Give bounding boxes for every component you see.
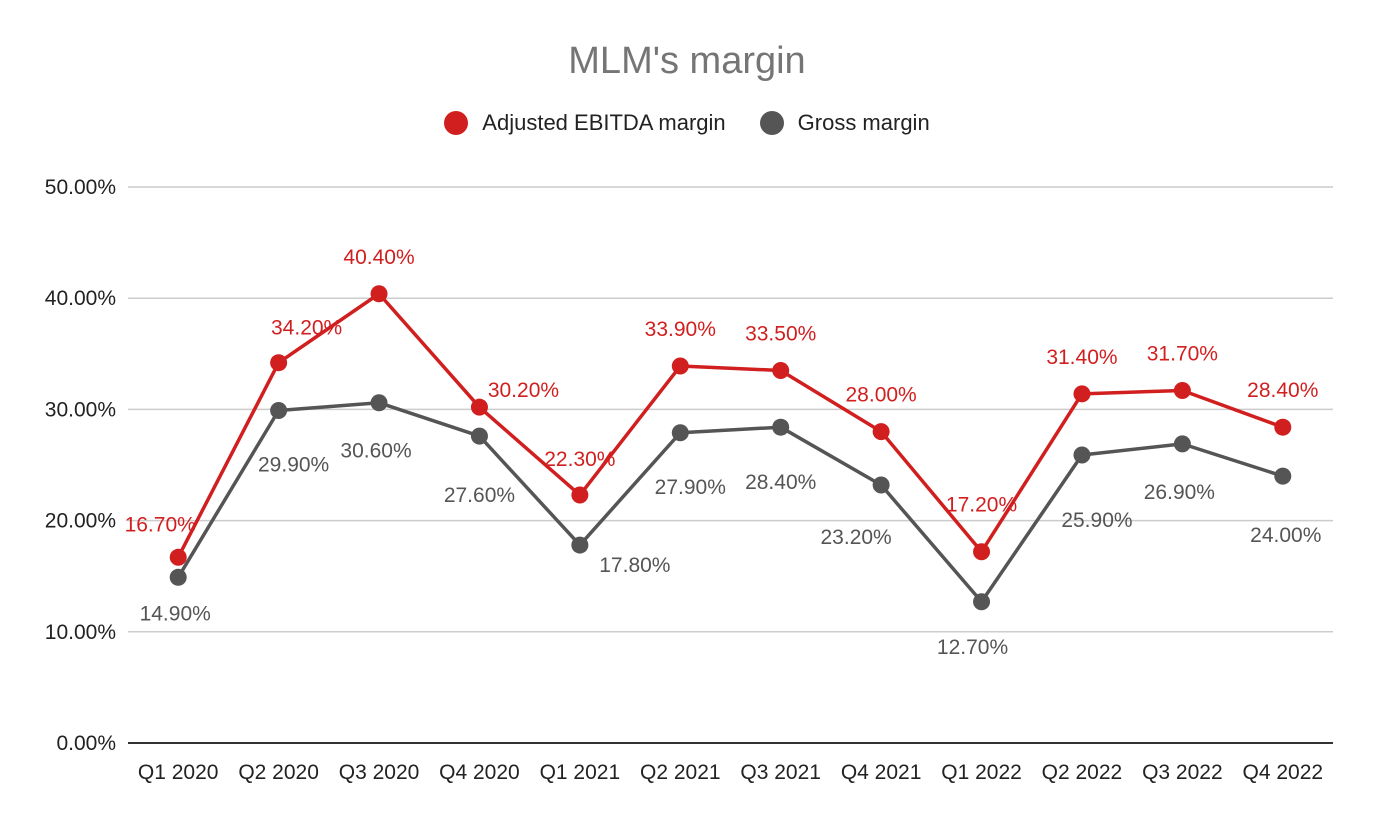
series-0-point bbox=[470, 398, 488, 416]
legend-item-gross: Gross margin bbox=[759, 110, 930, 136]
chart-title: MLM's margin bbox=[568, 40, 806, 82]
series-1-point bbox=[772, 418, 790, 436]
series-1-point bbox=[169, 568, 187, 586]
series-1-data-label: 27.90% bbox=[655, 476, 726, 499]
x-tick-label: Q2 2020 bbox=[238, 761, 319, 784]
series-1-data-label: 26.90% bbox=[1144, 481, 1215, 504]
series-line-1 bbox=[176, 400, 1284, 604]
series-0-point bbox=[1073, 385, 1091, 403]
series-1-point bbox=[671, 424, 689, 442]
x-tick-label: Q4 2021 bbox=[841, 761, 922, 784]
series-0-point bbox=[270, 354, 288, 372]
series-0-point bbox=[872, 423, 890, 441]
series-0-data-label: 34.20% bbox=[271, 317, 342, 340]
x-tick-label: Q3 2022 bbox=[1142, 761, 1223, 784]
series-1-data-label: 25.90% bbox=[1061, 509, 1132, 532]
x-tick-label: Q2 2021 bbox=[640, 761, 721, 784]
y-tick-label: 10.00% bbox=[45, 621, 116, 644]
series-1-data-label: 30.60% bbox=[340, 440, 411, 463]
series-1-point bbox=[1274, 467, 1292, 485]
series-0-data-label: 22.30% bbox=[544, 448, 615, 471]
series-1-data-label: 27.60% bbox=[444, 484, 515, 507]
series-1-data-label: 29.90% bbox=[258, 454, 329, 477]
series-1-data-label: 14.90% bbox=[140, 602, 211, 625]
series-0-point bbox=[671, 357, 689, 375]
series-0-point bbox=[370, 285, 388, 303]
x-tick-label: Q4 2020 bbox=[439, 761, 520, 784]
x-tick-label: Q1 2022 bbox=[941, 761, 1022, 784]
series-0-point bbox=[1173, 381, 1191, 399]
x-tick-label: Q2 2022 bbox=[1042, 761, 1123, 784]
series-1-data-label: 28.40% bbox=[745, 471, 816, 494]
series-0-data-label: 31.40% bbox=[1046, 346, 1117, 369]
series-0-point bbox=[973, 543, 991, 561]
series-line-0 bbox=[176, 292, 1284, 559]
legend-label-ebitda: Adjusted EBITDA margin bbox=[482, 110, 726, 135]
series-1-point bbox=[270, 402, 288, 420]
series-0-point bbox=[772, 361, 790, 379]
series-1-point bbox=[872, 476, 890, 494]
x-tick-label: Q3 2021 bbox=[740, 761, 821, 784]
series-1-data-label: 24.00% bbox=[1250, 524, 1321, 547]
series-0-data-label: 17.20% bbox=[946, 494, 1017, 517]
series-1-data-label: 12.70% bbox=[937, 636, 1008, 659]
series-0-data-label: 28.00% bbox=[846, 384, 917, 407]
x-tick-label: Q1 2020 bbox=[138, 761, 219, 784]
x-tick-label: Q4 2022 bbox=[1243, 761, 1324, 784]
series-0-point bbox=[1274, 418, 1292, 436]
series-0-data-label: 28.40% bbox=[1247, 379, 1318, 402]
legend-item-ebitda: Adjusted EBITDA margin bbox=[444, 110, 726, 136]
series-1-point bbox=[1173, 435, 1191, 453]
series-0-data-label: 16.70% bbox=[125, 513, 196, 536]
series-1-point bbox=[370, 394, 388, 412]
series-0-data-label: 33.50% bbox=[745, 322, 816, 345]
series-1-data-label: 23.20% bbox=[821, 526, 892, 549]
y-tick-label: 30.00% bbox=[45, 398, 116, 421]
y-tick-label: 20.00% bbox=[45, 510, 116, 533]
series-0-point bbox=[169, 548, 187, 566]
series-1-point bbox=[1073, 446, 1091, 464]
x-tick-label: Q3 2020 bbox=[339, 761, 420, 784]
x-tick-label: Q1 2021 bbox=[540, 761, 621, 784]
series-1-data-label: 17.80% bbox=[599, 554, 670, 577]
series-0-data-label: 33.90% bbox=[645, 318, 716, 341]
series-1-point bbox=[973, 593, 991, 611]
legend: Adjusted EBITDA margin Gross margin bbox=[0, 110, 1374, 136]
series-0-data-label: 30.20% bbox=[488, 379, 559, 402]
legend-swatch-gross bbox=[759, 111, 784, 135]
y-tick-label: 50.00% bbox=[45, 176, 116, 199]
y-tick-label: 40.00% bbox=[45, 287, 116, 310]
series-0-data-label: 40.40% bbox=[343, 246, 414, 269]
legend-label-gross: Gross margin bbox=[797, 110, 930, 135]
series-0-data-label: 31.70% bbox=[1147, 342, 1218, 365]
series-1-point bbox=[571, 536, 589, 554]
y-tick-label: 0.00% bbox=[56, 732, 116, 755]
series-1-point bbox=[470, 427, 488, 445]
legend-swatch-ebitda bbox=[444, 111, 469, 135]
series-0-point bbox=[571, 486, 589, 504]
